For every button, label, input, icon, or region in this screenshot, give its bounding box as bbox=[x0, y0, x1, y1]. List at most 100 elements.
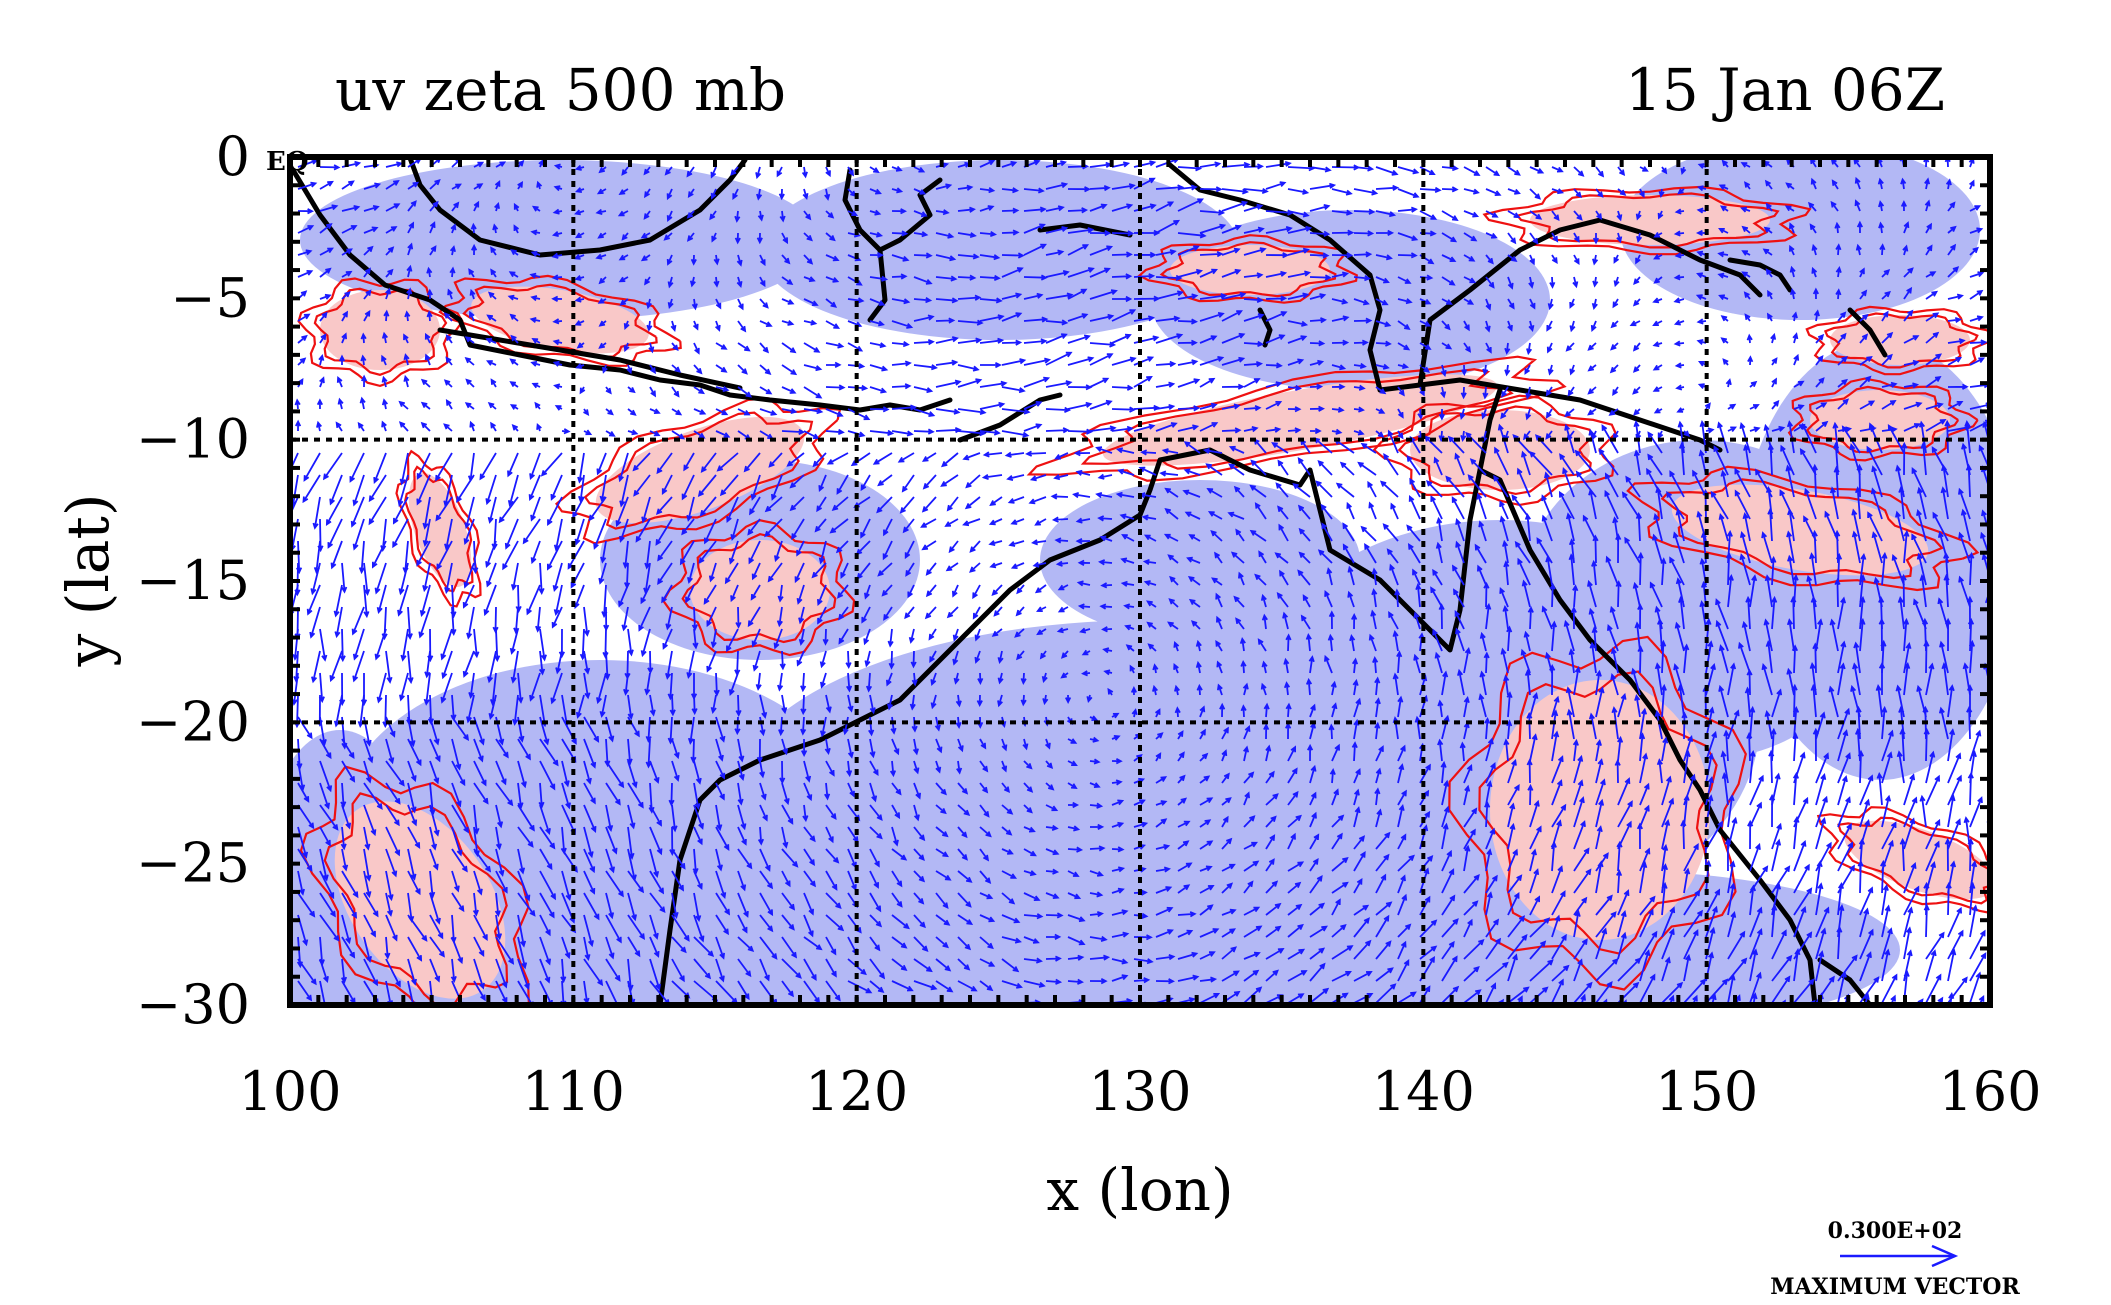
wind-vector bbox=[1331, 252, 1354, 259]
wind-vector bbox=[1133, 934, 1153, 941]
wind-vector bbox=[429, 760, 440, 785]
wind-vector bbox=[1233, 485, 1245, 498]
wind-vector bbox=[363, 309, 371, 322]
wind-vector bbox=[913, 936, 929, 953]
wind-vector bbox=[621, 606, 629, 632]
wind-vector bbox=[1809, 552, 1817, 586]
wind-vector bbox=[1635, 254, 1641, 265]
wind-vector bbox=[340, 958, 348, 984]
wind-vector bbox=[509, 404, 519, 410]
wind-vector bbox=[495, 914, 503, 941]
wind-vector bbox=[1479, 631, 1487, 652]
wind-vector bbox=[1674, 362, 1685, 369]
wind-vector bbox=[1375, 767, 1382, 784]
wind-vector bbox=[1903, 382, 1920, 389]
wind-vector bbox=[1351, 657, 1359, 674]
wind-vector bbox=[440, 672, 453, 704]
wind-vector bbox=[644, 276, 651, 286]
wind-vector bbox=[693, 760, 702, 785]
wind-vector bbox=[1441, 670, 1449, 696]
wind-vector bbox=[1298, 551, 1311, 564]
coastline-new-guinea bbox=[1167, 162, 1763, 453]
wind-vector bbox=[1854, 486, 1862, 520]
wind-vector bbox=[1077, 559, 1091, 566]
wind-vector bbox=[1793, 380, 1805, 388]
wind-vector bbox=[583, 782, 596, 805]
wind-vector bbox=[1718, 184, 1729, 190]
wind-vector bbox=[1771, 822, 1782, 850]
wind-vector bbox=[719, 474, 739, 497]
positive-vorticity-region bbox=[1844, 820, 1990, 900]
x-tick-label: 140 bbox=[1372, 1060, 1475, 1123]
vector-legend-arrowhead bbox=[1931, 1244, 1959, 1268]
wind-vector bbox=[891, 187, 904, 194]
wind-vector bbox=[627, 804, 636, 830]
wind-vector bbox=[1146, 600, 1157, 608]
wind-vector bbox=[1595, 825, 1603, 850]
wind-vector bbox=[1199, 268, 1219, 278]
wind-vector bbox=[891, 208, 907, 215]
wind-vector bbox=[1718, 684, 1729, 718]
wind-vector bbox=[1155, 800, 1168, 806]
wind-vector bbox=[689, 276, 696, 288]
wind-vector bbox=[957, 958, 971, 971]
wind-vector bbox=[681, 474, 695, 501]
wind-vector bbox=[407, 650, 414, 685]
wind-vector bbox=[755, 672, 762, 691]
wind-vector bbox=[1768, 749, 1775, 784]
wind-vector bbox=[716, 452, 739, 472]
wind-vector bbox=[1441, 849, 1452, 872]
wind-vector bbox=[1529, 917, 1551, 938]
wind-vector bbox=[1770, 555, 1777, 586]
wind-vector bbox=[1360, 442, 1377, 454]
wind-vector bbox=[1859, 400, 1876, 410]
wind-vector bbox=[1673, 319, 1685, 326]
wind-vector bbox=[1111, 230, 1135, 237]
wind-vector bbox=[891, 826, 899, 847]
wind-vector bbox=[640, 584, 651, 605]
wind-vector bbox=[1067, 936, 1086, 946]
wind-vector bbox=[1461, 364, 1468, 376]
wind-vector bbox=[1117, 468, 1135, 476]
wind-vector bbox=[1616, 210, 1623, 222]
wind-vector bbox=[1155, 381, 1176, 388]
wind-vector bbox=[1242, 682, 1249, 696]
wind-vector bbox=[1331, 339, 1350, 346]
wind-vector bbox=[737, 364, 748, 375]
wind-vector bbox=[1287, 948, 1306, 960]
wind-vector bbox=[456, 474, 475, 503]
wind-vector bbox=[1792, 771, 1800, 806]
wind-vector bbox=[1947, 401, 1964, 410]
wind-vector bbox=[686, 210, 695, 219]
wind-vector bbox=[385, 870, 394, 902]
wind-vector bbox=[803, 870, 816, 888]
wind-vector bbox=[1023, 357, 1052, 366]
wind-vector bbox=[1111, 251, 1133, 258]
wind-vector bbox=[1573, 188, 1582, 199]
wind-vector bbox=[517, 782, 524, 810]
wind-vector bbox=[1331, 188, 1353, 196]
wind-vector bbox=[385, 892, 393, 917]
wind-vector bbox=[847, 738, 854, 759]
wind-vector bbox=[407, 242, 414, 256]
wind-vector bbox=[714, 320, 721, 332]
wind-vector bbox=[715, 958, 725, 983]
wind-vector bbox=[297, 249, 313, 256]
wind-vector bbox=[825, 232, 836, 242]
wind-vector bbox=[583, 826, 594, 859]
wind-vector bbox=[693, 892, 702, 923]
wind-vector bbox=[1526, 758, 1533, 784]
wind-vector bbox=[423, 672, 431, 706]
wind-vector bbox=[913, 364, 938, 371]
wind-vector bbox=[1102, 647, 1113, 654]
wind-vector bbox=[1243, 426, 1259, 433]
vorticity-contour bbox=[1805, 385, 1960, 454]
wind-vector bbox=[1573, 847, 1590, 872]
wind-vector bbox=[1001, 848, 1014, 855]
wind-vector bbox=[1010, 518, 1025, 525]
wind-vector bbox=[1485, 780, 1493, 806]
wind-vector bbox=[1375, 901, 1393, 916]
wind-vector bbox=[1661, 843, 1669, 872]
wind-vector bbox=[737, 980, 750, 1001]
wind-vector bbox=[1140, 449, 1157, 456]
